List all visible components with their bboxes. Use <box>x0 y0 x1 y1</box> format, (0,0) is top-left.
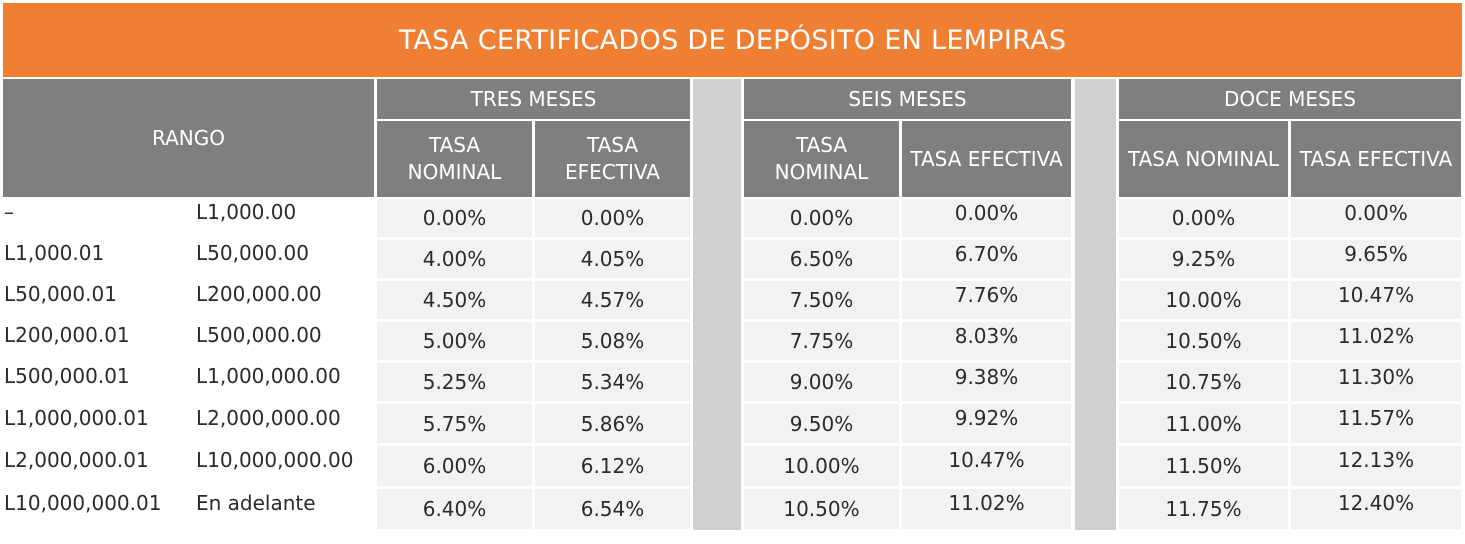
range-to: L200,000.00 <box>196 282 322 306</box>
header-group: SEIS MESES <box>744 79 1071 119</box>
rate-cell: 0.00% <box>1119 199 1288 237</box>
rate-cell: 10.50% <box>744 489 899 529</box>
header-sub: TASA EFECTIVA <box>902 121 1071 197</box>
rate-cell: 8.03% <box>902 322 1071 360</box>
range-from: L1,000.01 <box>4 241 105 265</box>
rate-cell: 10.00% <box>744 446 899 486</box>
range-to: L1,000,000.00 <box>196 364 341 388</box>
rate-cell: 6.70% <box>902 240 1071 278</box>
rate-cell: 10.00% <box>1119 281 1288 319</box>
header-sub: TASA EFECTIVA <box>1291 121 1461 197</box>
range-from: L1,000,000.01 <box>4 405 149 430</box>
range-from: L10,000,000.01 <box>4 491 162 515</box>
rate-cell: 5.25% <box>377 363 532 401</box>
header-sub: TASA NOMINAL <box>377 121 532 197</box>
rate-cell: 6.54% <box>535 489 690 529</box>
rate-cell: 9.00% <box>744 363 899 401</box>
range-to: En adelante <box>196 491 316 515</box>
rate-cell: 6.40% <box>377 489 532 529</box>
rate-cell: 9.65% <box>1291 240 1461 278</box>
rate-cell: 0.00% <box>1291 199 1461 237</box>
range-to: L10,000,000.00 <box>196 448 354 472</box>
rate-cell: 4.57% <box>535 281 690 319</box>
rate-cell: 0.00% <box>744 199 899 237</box>
rate-cell: 5.86% <box>535 404 690 443</box>
rate-cell: 5.34% <box>535 363 690 401</box>
rate-cell: 7.50% <box>744 281 899 319</box>
rate-cell: 11.30% <box>1291 363 1461 401</box>
column-separator <box>1075 79 1116 530</box>
rate-cell: 0.00% <box>535 199 690 237</box>
rate-cell: 11.02% <box>902 489 1071 529</box>
header-group: DOCE MESES <box>1119 79 1461 119</box>
range-to: L2,000,000.00 <box>196 405 341 430</box>
rate-cell: 9.25% <box>1119 240 1288 278</box>
rate-cell: 6.12% <box>535 446 690 486</box>
rate-cell: 0.00% <box>377 199 532 237</box>
rate-cell: 11.02% <box>1291 322 1461 360</box>
range-to: L1,000.00 <box>196 200 297 224</box>
rate-cell: 4.50% <box>377 281 532 319</box>
rate-cell: 10.75% <box>1119 363 1288 401</box>
range-from: L500,000.01 <box>4 364 130 388</box>
rate-cell: 5.00% <box>377 322 532 360</box>
rate-cell: 11.75% <box>1119 489 1288 529</box>
rate-cell: 0.00% <box>902 199 1071 237</box>
header-sub: TASA NOMINAL <box>1119 121 1288 197</box>
rate-cell: 9.50% <box>744 404 899 443</box>
rate-cell: 10.47% <box>1291 281 1461 319</box>
rate-cell: 7.76% <box>902 281 1071 319</box>
rate-cell: 9.92% <box>902 404 1071 443</box>
rate-cell: 5.08% <box>535 322 690 360</box>
rate-cell: 10.50% <box>1119 322 1288 360</box>
rate-cell: 6.50% <box>744 240 899 278</box>
rate-cell: 11.57% <box>1291 404 1461 443</box>
range-to: L50,000.00 <box>196 241 309 265</box>
range-to: L500,000.00 <box>196 323 322 347</box>
range-from: L200,000.01 <box>4 323 130 347</box>
rate-cell: 4.00% <box>377 240 532 278</box>
rate-cell: 5.75% <box>377 404 532 443</box>
range-from: L2,000,000.01 <box>4 448 149 472</box>
header-group: TRES MESES <box>377 79 690 119</box>
header-rango: RANGO <box>3 79 374 197</box>
rate-cell: 6.00% <box>377 446 532 486</box>
rate-cell: 9.38% <box>902 363 1071 401</box>
rate-cell: 12.13% <box>1291 446 1461 486</box>
rate-cell: 11.50% <box>1119 446 1288 486</box>
column-separator <box>693 79 741 530</box>
header-sub: TASA NOMINAL <box>744 121 899 197</box>
header-sub: TASA EFECTIVA <box>535 121 690 197</box>
rate-cell: 11.00% <box>1119 404 1288 443</box>
rate-cell: 10.47% <box>902 446 1071 486</box>
rate-cell: 7.75% <box>744 322 899 360</box>
rate-cell: 12.40% <box>1291 489 1461 529</box>
table-title: TASA CERTIFICADOS DE DEPÓSITO EN LEMPIRA… <box>3 3 1462 77</box>
range-from: L50,000.01 <box>4 282 117 306</box>
range-from: – <box>4 200 14 224</box>
rate-cell: 4.05% <box>535 240 690 278</box>
